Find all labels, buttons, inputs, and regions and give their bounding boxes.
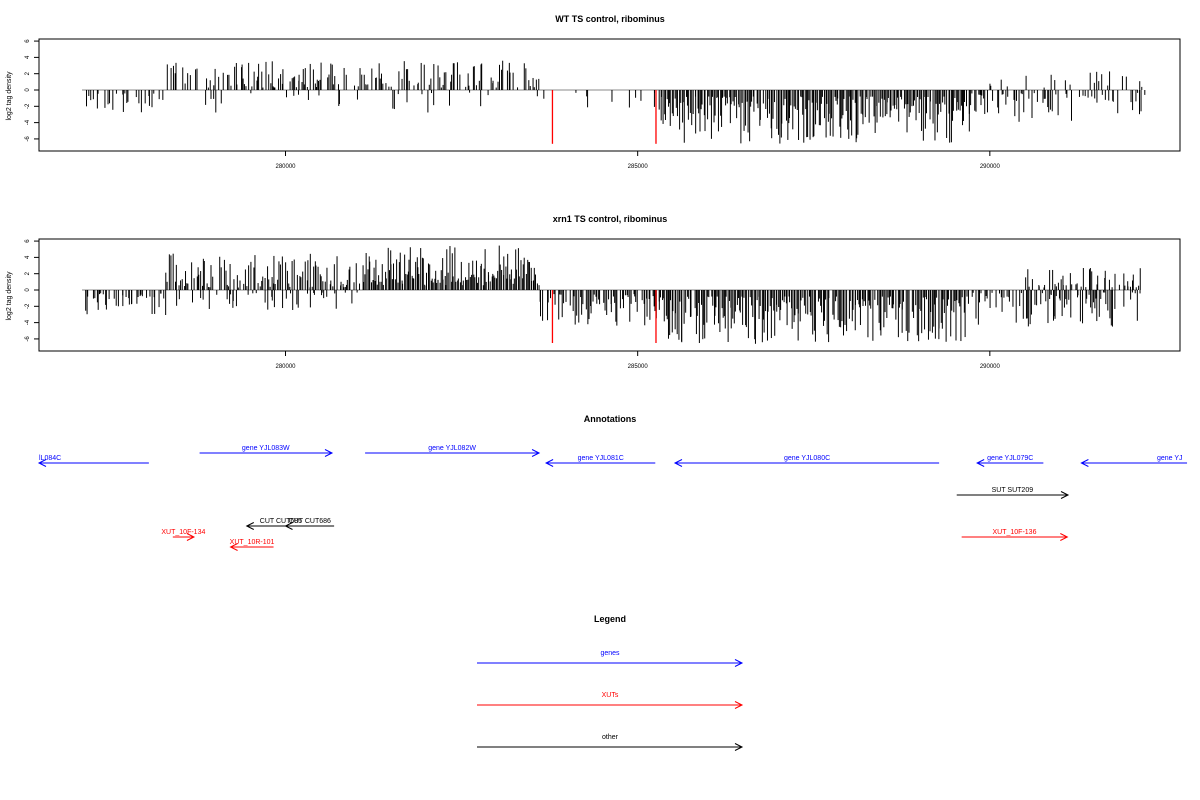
x-tick-label: 285000: [628, 364, 649, 370]
wt-track-frame: [38, 38, 1181, 152]
feature-label: gene YJL083W: [242, 445, 290, 452]
legend-item-head: [734, 659, 744, 667]
wt-track-x-axis: 280000 285000 290000: [275, 151, 1001, 170]
legend-item: genes: [477, 650, 744, 667]
feature-arrow: gene YJL081C: [544, 455, 656, 467]
feature-arrow-head: [673, 459, 683, 467]
feature-arrow: CUT CUT685: [245, 518, 316, 530]
feature-arrow: gene YJL079C: [976, 455, 1044, 467]
feature-arrow: XUT_10R-101: [229, 539, 275, 551]
x-tick-label: 280000: [275, 364, 296, 370]
xrn1-track-x-axis: 280000 285000 290000: [275, 351, 1001, 370]
feature-arrow: gene YJ: [1080, 455, 1188, 467]
y-tick-label: 6: [25, 39, 31, 43]
legend-item-head: [734, 743, 744, 751]
y-tick-label: 0: [25, 288, 31, 292]
y-tick-label: 6: [25, 239, 31, 243]
feature-arrow-head: [37, 459, 47, 467]
y-tick-label: -2: [25, 103, 31, 109]
legend-items: genes XUTs other: [477, 650, 744, 751]
xrn1-track-ylabel: log2 tag density: [6, 271, 13, 321]
feature-arrow-head: [324, 449, 334, 457]
feature-arrow-head: [1060, 533, 1069, 541]
y-tick-label: 4: [25, 55, 31, 59]
wt-track-panel: WT TS control, ribominus log2 tag densit…: [6, 14, 1181, 170]
feature-arrow-head: [544, 459, 554, 467]
feature-arrow: SUT SUT209: [956, 487, 1070, 499]
x-tick-label: 285000: [628, 164, 649, 170]
legend-title: Legend: [594, 614, 626, 624]
y-tick-label: 2: [25, 271, 31, 275]
feature-label: gene YJL082W: [428, 445, 476, 452]
y-tick-label: -4: [25, 319, 31, 325]
legend-panel: Legend genes XUTs other: [477, 614, 744, 751]
annotations-title: Annotations: [584, 414, 637, 424]
feature-arrow-head: [245, 522, 254, 530]
feature-arrow-head: [1060, 491, 1070, 499]
feature-arrow: gene YJL083W: [199, 445, 334, 457]
feature-label: gene YJL079C: [987, 455, 1033, 462]
feature-arrow: lL084C: [37, 455, 149, 467]
legend-item-head: [734, 701, 744, 709]
feature-arrow-head: [186, 533, 196, 541]
wt-track-bars: [85, 60, 1146, 144]
feature-arrow-head: [531, 449, 541, 457]
xrn1-track-bars: [85, 245, 1141, 344]
y-tick-label: -6: [25, 136, 31, 142]
feature-label: CUT CUT685: [260, 518, 302, 525]
feature-arrow: gene YJL080C: [673, 455, 940, 467]
xrn1-track-y-axis: -6 -4 -2 0 2 4 6: [25, 239, 39, 342]
feature-label: gene YJL080C: [784, 455, 830, 462]
feature-label: SUT SUT209: [992, 487, 1034, 494]
feature-arrow: XUT_10F-136: [961, 529, 1069, 541]
xrn1-track-panel: xrn1 TS control, ribominus log2 tag dens…: [6, 214, 1181, 370]
y-tick-label: 2: [25, 71, 31, 75]
x-tick-label: 280000: [275, 164, 296, 170]
feature-label: XUT_10R-101: [230, 539, 275, 546]
feature-label: gene YJ: [1157, 455, 1183, 462]
y-tick-label: 4: [25, 255, 31, 259]
feature-label: XUT_10F-136: [993, 529, 1037, 536]
wt-track-title: WT TS control, ribominus: [555, 14, 665, 24]
wt-track-y-axis: -6 -4 -2 0 2 4 6: [25, 39, 39, 142]
feature-label: lL084C: [39, 455, 61, 462]
legend-label: XUTs: [602, 692, 619, 699]
x-tick-label: 290000: [980, 364, 1001, 370]
feature-label: gene YJL081C: [578, 455, 624, 462]
legend-label: other: [602, 734, 619, 741]
y-tick-label: -4: [25, 119, 31, 125]
feature-arrow: gene YJL082W: [365, 445, 541, 457]
feature-label: CUT CUT686: [289, 518, 331, 525]
xrn1-track-title: xrn1 TS control, ribominus: [553, 214, 668, 224]
xrn1-track-frame: [38, 238, 1181, 352]
y-tick-label: -6: [25, 336, 31, 342]
x-tick-label: 290000: [980, 164, 1001, 170]
wt-track-ylabel: log2 tag density: [6, 71, 13, 121]
feature-label: XUT_10F-134: [161, 529, 205, 536]
legend-item: other: [477, 734, 744, 751]
feature-arrow-head: [1080, 459, 1089, 467]
annotation-features: lL084C gene YJL083W gene YJL082W gene YJL08…: [37, 445, 1188, 551]
legend-label: genes: [600, 650, 620, 657]
y-tick-label: 0: [25, 88, 31, 92]
feature-arrow-head: [976, 459, 985, 467]
feature-arrow: XUT_10F-134: [161, 529, 205, 541]
annotations-panel: Annotations lL084C gene YJL083W gene YJL08…: [37, 414, 1188, 551]
y-tick-label: -2: [25, 303, 31, 309]
legend-item: XUTs: [477, 692, 744, 709]
feature-arrow-head: [229, 543, 238, 551]
